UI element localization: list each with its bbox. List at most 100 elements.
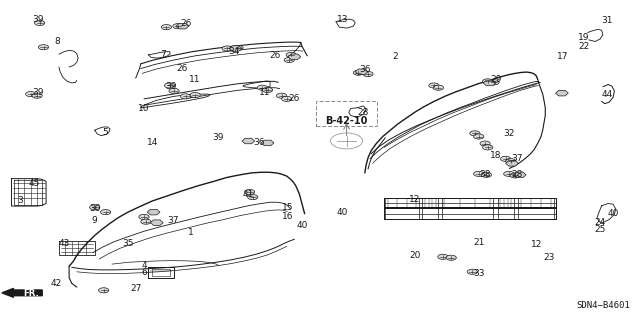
Text: 39: 39 <box>212 133 223 142</box>
Text: 20: 20 <box>409 251 420 260</box>
Text: 38: 38 <box>479 170 491 179</box>
Text: 35: 35 <box>122 239 134 248</box>
Text: 6: 6 <box>141 268 147 277</box>
Text: 15: 15 <box>282 203 294 212</box>
Circle shape <box>284 57 294 63</box>
Text: 14: 14 <box>147 138 158 147</box>
Circle shape <box>429 83 439 88</box>
Text: 17: 17 <box>557 52 569 61</box>
Circle shape <box>169 88 179 93</box>
Text: 36: 36 <box>253 138 265 147</box>
Circle shape <box>141 219 151 224</box>
Circle shape <box>438 254 448 259</box>
Text: B-42-10: B-42-10 <box>325 116 368 126</box>
Text: 40: 40 <box>296 221 308 230</box>
Circle shape <box>26 92 36 97</box>
Polygon shape <box>556 90 568 96</box>
Text: 3: 3 <box>18 196 23 205</box>
Circle shape <box>100 210 111 215</box>
Circle shape <box>173 24 183 29</box>
Circle shape <box>433 85 444 90</box>
Text: 11: 11 <box>189 75 201 84</box>
Circle shape <box>233 45 243 50</box>
Circle shape <box>510 173 520 178</box>
Circle shape <box>139 214 149 219</box>
Text: 45: 45 <box>29 179 40 188</box>
Circle shape <box>474 134 484 139</box>
Text: 33: 33 <box>473 269 484 278</box>
Text: 41: 41 <box>243 190 254 199</box>
Text: 25: 25 <box>595 225 606 234</box>
Text: 40: 40 <box>607 209 619 218</box>
Text: 11: 11 <box>259 88 271 97</box>
Text: 39: 39 <box>33 15 44 24</box>
Polygon shape <box>242 138 255 144</box>
Text: 39: 39 <box>166 82 177 91</box>
Circle shape <box>161 25 172 30</box>
Circle shape <box>506 159 516 164</box>
Polygon shape <box>288 54 301 60</box>
Text: 5: 5 <box>103 128 108 137</box>
Circle shape <box>190 93 200 98</box>
Polygon shape <box>229 46 242 51</box>
Circle shape <box>483 79 493 84</box>
Text: 29: 29 <box>490 75 502 84</box>
Text: 44: 44 <box>601 90 612 99</box>
Circle shape <box>480 141 490 146</box>
Text: 26: 26 <box>289 94 300 103</box>
Text: 26: 26 <box>269 51 281 60</box>
Text: 32: 32 <box>503 129 515 138</box>
Text: 21: 21 <box>473 238 484 247</box>
Circle shape <box>90 205 100 210</box>
Text: 12: 12 <box>531 241 542 249</box>
Circle shape <box>276 93 287 98</box>
Circle shape <box>222 46 232 51</box>
Text: FR.: FR. <box>23 289 38 298</box>
Polygon shape <box>261 140 274 146</box>
Bar <box>316 101 377 126</box>
FancyArrow shape <box>2 288 42 297</box>
Polygon shape <box>483 80 496 86</box>
Text: 26: 26 <box>180 19 191 28</box>
Circle shape <box>35 20 45 26</box>
Text: 37: 37 <box>511 154 523 163</box>
Text: 10: 10 <box>138 104 150 113</box>
Text: 1: 1 <box>188 228 193 237</box>
Text: 24: 24 <box>595 218 606 227</box>
Text: 2: 2 <box>393 52 398 61</box>
Circle shape <box>282 96 292 101</box>
Text: 7: 7 <box>161 50 166 59</box>
Polygon shape <box>355 69 368 75</box>
Circle shape <box>164 83 175 88</box>
Circle shape <box>99 288 109 293</box>
Text: 4: 4 <box>141 261 147 270</box>
Circle shape <box>481 172 492 177</box>
Text: 16: 16 <box>282 212 294 221</box>
Polygon shape <box>513 172 526 178</box>
Text: 37: 37 <box>167 216 179 225</box>
Circle shape <box>257 85 268 90</box>
Circle shape <box>38 45 49 50</box>
Text: 40: 40 <box>337 208 348 217</box>
Circle shape <box>500 156 511 161</box>
Polygon shape <box>147 209 160 215</box>
Text: 31: 31 <box>601 16 612 25</box>
Text: 36: 36 <box>359 65 371 74</box>
Text: 28: 28 <box>511 170 523 179</box>
Text: 13: 13 <box>337 15 348 24</box>
Polygon shape <box>150 220 163 226</box>
Circle shape <box>248 195 258 200</box>
Text: 19: 19 <box>578 33 589 42</box>
Circle shape <box>483 145 493 150</box>
Circle shape <box>363 71 373 77</box>
Circle shape <box>262 87 273 93</box>
Polygon shape <box>176 23 189 29</box>
Text: 8: 8 <box>55 37 60 46</box>
Text: 34: 34 <box>228 47 239 56</box>
Circle shape <box>244 189 255 195</box>
Text: 18: 18 <box>490 151 502 160</box>
Circle shape <box>286 52 296 57</box>
Text: 23: 23 <box>543 253 555 262</box>
Circle shape <box>32 93 42 98</box>
Circle shape <box>353 70 364 75</box>
